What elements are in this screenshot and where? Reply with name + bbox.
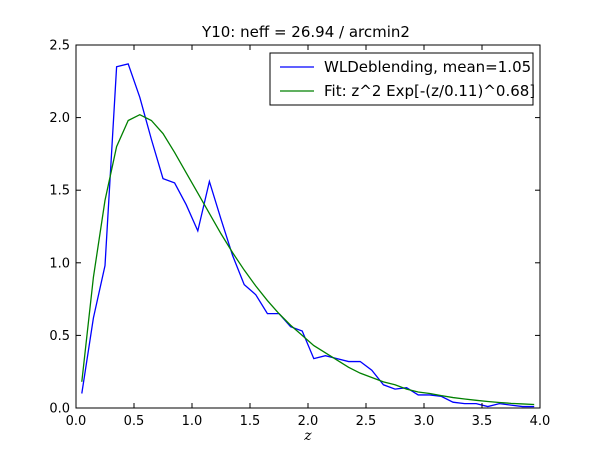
- plot-frame: [75, 44, 541, 409]
- series-0: [81, 63, 535, 408]
- y-tick-label: 2.0: [49, 111, 70, 126]
- x-tick-label: 3.5: [472, 414, 493, 429]
- x-tick-label: 0.5: [124, 414, 145, 429]
- legend-label-wldeblending: WLDeblending, mean=1.05: [324, 58, 531, 76]
- x-tick-label: 1.5: [240, 414, 261, 429]
- x-tick-label: 3.0: [414, 414, 435, 429]
- series-layer: [81, 63, 535, 408]
- y-tick-label: 0.0: [49, 402, 70, 417]
- y-tick-label: 2.5: [49, 39, 70, 54]
- series-line-0: [81, 63, 535, 408]
- series-1: [81, 113, 535, 406]
- ticks-layer: 0.0 0.5 1.0 1.5 2.0 2.5 3.0 3.5 4.0 0.0 0.5 1.0 1.5 2…: [49, 39, 550, 430]
- x-tick-label: 4.0: [530, 414, 551, 429]
- legend: WLDeblending, mean=1.05 Fit: z^2 Exp[-(z…: [269, 52, 535, 106]
- series-line-1: [81, 113, 535, 406]
- legend-label-fit: Fit: z^2 Exp[-(z/0.11)^0.68]: [324, 82, 535, 100]
- x-tick-label: 2.5: [356, 414, 377, 429]
- y-tick-label: 1.0: [49, 256, 70, 271]
- x-tick-label: 1.0: [182, 414, 203, 429]
- legend-box: [269, 52, 534, 106]
- x-tick-label: 0.0: [66, 414, 87, 429]
- y-tick-label: 1.5: [49, 184, 70, 199]
- chart-title: Y10: neff = 26.94 / arcmin2: [201, 23, 410, 41]
- y-tick-label: 0.5: [49, 329, 70, 344]
- x-tick-label: 2.0: [298, 414, 319, 429]
- x-axis-label: z: [303, 428, 312, 444]
